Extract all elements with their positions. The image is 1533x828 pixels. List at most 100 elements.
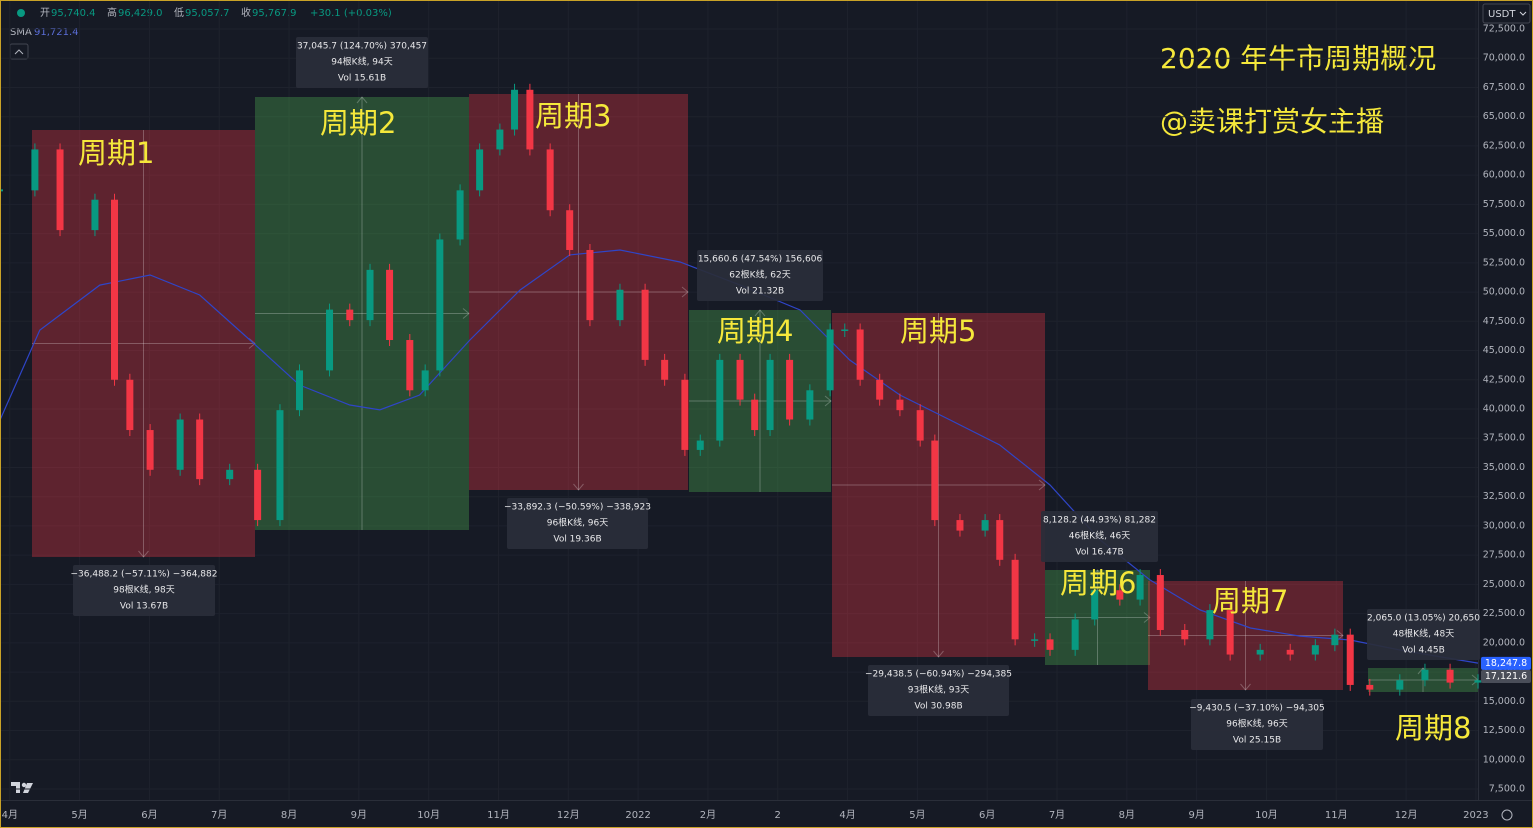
candle <box>696 440 704 450</box>
stats-text: 37,045.7 (124.70%) 370,457 <box>297 42 427 52</box>
range-box <box>469 94 688 490</box>
ohlc-label: 开 <box>40 8 50 19</box>
candle <box>496 129 504 150</box>
x-tick-label: 12月 <box>1395 809 1418 821</box>
y-tick-label: 42,500.0 <box>1483 374 1525 385</box>
stats-text: 96根K线, 96天 <box>1226 718 1288 730</box>
candle <box>661 359 669 380</box>
logo-part <box>23 783 33 793</box>
y-tick-label: 22,500.0 <box>1483 608 1525 619</box>
x-tick-label: 2023 <box>1463 810 1488 821</box>
candle <box>546 149 554 211</box>
candle <box>0 189 3 192</box>
candle <box>876 379 884 400</box>
x-tick-label: 6月 <box>979 809 995 821</box>
candle <box>421 370 429 391</box>
stats-text: 98根K线, 98天 <box>113 584 175 596</box>
currency-select[interactable] <box>1482 3 1531 24</box>
price-badge-label: 18,247.8 <box>1485 658 1527 669</box>
ohlc-change: +30.1 (+0.03%) <box>310 8 392 19</box>
candle <box>681 379 689 450</box>
legend-header: SMA 91,721.4 开 95,740.4 高 96,429.0 低 95,057.7… <box>9 6 392 60</box>
x-tick-label: 8月 <box>1119 809 1135 821</box>
y-tick-label: 65,000.0 <box>1483 111 1525 122</box>
candle <box>326 309 334 371</box>
candle <box>1116 590 1124 600</box>
range-box <box>255 97 469 530</box>
candle <box>1474 680 1482 683</box>
candle <box>91 199 99 231</box>
stats-text: 15,660.6 (47.54%) 156,606 <box>698 255 823 265</box>
range-arrow <box>356 96 368 104</box>
candle <box>736 359 744 400</box>
stats-text: −29,438.5 (−60.94%) −294,385 <box>865 670 1012 680</box>
ohlc-value: 96,429.0 <box>118 8 163 19</box>
candle <box>1396 680 1404 690</box>
indicator-name: SMA <box>10 27 32 38</box>
candle <box>616 289 624 321</box>
indicator-value: 91,721.4 <box>34 27 79 38</box>
range-arrow <box>573 483 584 491</box>
range-arrow <box>138 550 149 558</box>
candle <box>1366 684 1374 690</box>
candle <box>386 269 394 341</box>
candle <box>1286 649 1294 655</box>
y-tick-label: 67,500.0 <box>1483 82 1525 93</box>
candle <box>276 410 284 521</box>
settings-icon[interactable] <box>1501 809 1513 821</box>
candle <box>826 329 834 391</box>
candle <box>56 149 64 231</box>
cycle-label: 周期6 <box>1060 566 1136 600</box>
y-tick-label: 15,000.0 <box>1483 696 1525 707</box>
candle <box>511 89 519 130</box>
stats-box <box>507 498 648 549</box>
candle <box>841 329 849 331</box>
x-tick-label: 10月 <box>1255 809 1278 821</box>
candle <box>1071 619 1079 650</box>
range-box <box>832 313 1045 657</box>
stats-text: −9,430.5 (−37.10%) −94,305 <box>1189 704 1325 714</box>
candle <box>1331 634 1339 646</box>
y-tick-label: 30,000.0 <box>1483 520 1525 531</box>
candle <box>1206 610 1214 640</box>
x-tick-label: 12月 <box>557 809 580 821</box>
stats-box <box>868 665 1009 716</box>
candle <box>1226 610 1234 655</box>
candle <box>1421 669 1429 681</box>
candle <box>716 359 724 441</box>
y-tick-label: 57,500.0 <box>1483 199 1525 210</box>
stats-text: Vol 21.32B <box>736 287 784 297</box>
x-tick-label: 10月 <box>417 809 440 821</box>
x-tick-label: 9月 <box>351 809 367 821</box>
candle <box>1256 649 1264 655</box>
price-badge <box>1481 656 1531 670</box>
annotation-layer <box>32 94 1479 692</box>
cycle-label: 周期7 <box>1212 584 1288 618</box>
candle <box>296 370 304 411</box>
stats-text: 94根K线, 94天 <box>331 56 393 68</box>
candle <box>956 520 964 531</box>
cycle-label: 周期1 <box>78 136 154 170</box>
ohlc-label: 高 <box>107 6 117 19</box>
candle <box>346 309 354 321</box>
candle <box>1181 629 1189 640</box>
stats-text: Vol 25.15B <box>1233 736 1281 746</box>
y-tick-label: 47,500.0 <box>1483 316 1525 327</box>
y-tick-label: 70,000.0 <box>1483 53 1525 64</box>
cycle-label: 周期8 <box>1395 711 1471 745</box>
y-tick-label: 12,500.0 <box>1483 725 1525 736</box>
price-badge-label: 17,121.6 <box>1485 671 1527 682</box>
candle <box>786 359 794 420</box>
candle <box>456 190 464 240</box>
y-tick-label: 55,000.0 <box>1483 228 1525 239</box>
range-box <box>1148 581 1343 690</box>
candle <box>1311 645 1319 655</box>
stats-text: 46根K线, 46天 <box>1069 530 1131 542</box>
range-arrow <box>462 308 470 319</box>
y-tick-label: 50,000.0 <box>1483 287 1525 298</box>
y-tick-label: 62,500.0 <box>1483 140 1525 151</box>
candle <box>366 269 374 321</box>
stats-text: 2,065.0 (13.05%) 20,650 <box>1367 614 1480 624</box>
